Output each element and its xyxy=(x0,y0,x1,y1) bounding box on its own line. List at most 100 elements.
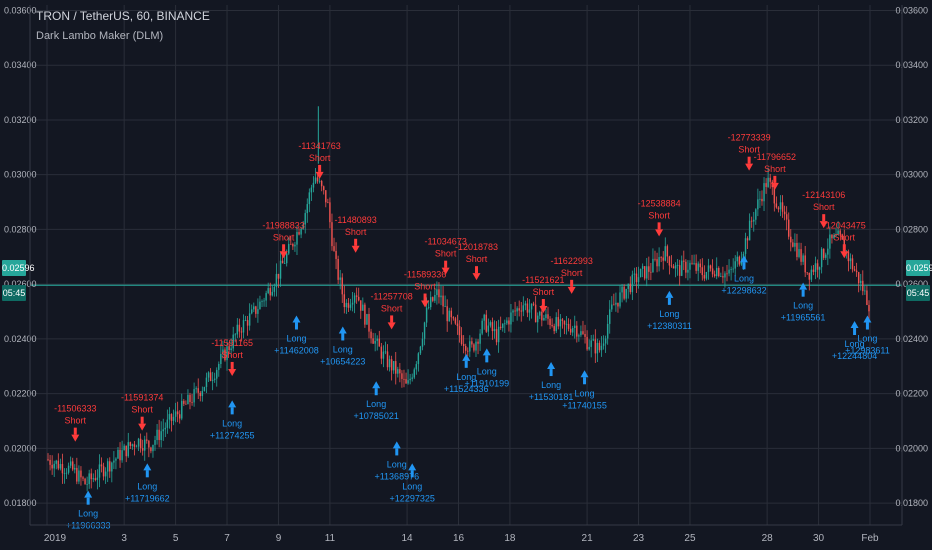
candle-body xyxy=(822,248,825,258)
y-tick-label-left: 0.01800 xyxy=(4,498,37,508)
long-label: Long xyxy=(541,380,561,390)
candle-body xyxy=(347,302,350,308)
short-label: Short xyxy=(648,210,670,220)
candle-body xyxy=(218,363,220,370)
candle-body xyxy=(685,261,687,273)
long-label: Long xyxy=(286,334,306,344)
long-label: Long xyxy=(477,366,497,376)
candle-body xyxy=(569,328,572,333)
y-tick-label-right: 0.03600 xyxy=(895,5,928,15)
candle-body xyxy=(273,286,276,292)
candle-body xyxy=(187,394,189,405)
candle-body xyxy=(121,450,123,461)
short-value-label: -11589336 xyxy=(404,270,446,280)
candle-body xyxy=(411,377,413,379)
long-arrow-head xyxy=(547,362,556,370)
short-label: Short xyxy=(813,202,835,212)
short-label: Short xyxy=(273,232,295,242)
candle-body xyxy=(775,203,778,208)
candle-body xyxy=(711,268,714,275)
candle-body xyxy=(84,478,86,485)
candle-body xyxy=(115,458,117,461)
candle-body xyxy=(849,258,852,262)
long-arrow-shaft xyxy=(549,369,553,377)
long-arrow-shaft xyxy=(801,289,805,297)
candle-body xyxy=(253,306,255,310)
candle-body xyxy=(748,220,751,241)
indicator-title[interactable]: Dark Lambo Maker (DLM) xyxy=(36,30,164,42)
candle-body xyxy=(376,338,378,341)
candle-body xyxy=(306,204,309,214)
candle-body xyxy=(835,234,837,236)
candle-body xyxy=(255,306,257,314)
candle-body xyxy=(576,325,578,337)
candle-body xyxy=(625,288,627,299)
candle-body xyxy=(193,389,195,403)
candle-body xyxy=(820,248,823,268)
short-value-label: -11521621 xyxy=(522,275,564,285)
y-tick-label-left: 0.03600 xyxy=(4,5,37,15)
candle-body xyxy=(409,378,411,381)
candle-body xyxy=(606,323,609,339)
candle-body xyxy=(312,182,315,188)
candle-body xyxy=(323,186,325,191)
short-arrow-head xyxy=(138,423,147,431)
candle-body xyxy=(629,283,632,293)
candle-body xyxy=(718,268,720,277)
candle-body xyxy=(341,277,343,295)
candle-body xyxy=(351,302,354,305)
candle-body xyxy=(487,325,490,332)
candle-body xyxy=(520,310,522,312)
candle-body xyxy=(806,272,808,274)
candle-body xyxy=(269,288,271,296)
candle-body xyxy=(565,323,568,325)
y-tick-label-right: 0.01800 xyxy=(895,498,928,508)
candle-body xyxy=(794,242,796,247)
short-value-label: -11591165 xyxy=(211,338,253,348)
long-value-label: +11740155 xyxy=(562,400,607,410)
candle-body xyxy=(228,346,230,351)
candle-body xyxy=(633,273,636,275)
long-arrow-head xyxy=(372,381,381,389)
candle-body xyxy=(693,263,695,264)
candle-body xyxy=(750,220,753,222)
short-value-label: -12773339 xyxy=(728,133,771,143)
candle-body xyxy=(532,303,535,305)
candle-body xyxy=(285,253,288,264)
candle-body xyxy=(267,288,269,294)
long-value-label: +12297325 xyxy=(390,493,435,503)
short-label: Short xyxy=(738,145,760,155)
candle-body xyxy=(627,283,629,289)
candle-body xyxy=(294,244,296,247)
long-label: Long xyxy=(734,273,754,283)
candle-body xyxy=(600,345,603,351)
candle-body xyxy=(370,331,372,339)
long-value-label: +11910199 xyxy=(464,378,509,388)
candle-body xyxy=(395,361,397,374)
short-value-label: -11988833 xyxy=(262,220,304,230)
short-label: Short xyxy=(345,227,367,237)
candle-body xyxy=(594,339,597,354)
axes: 0.01800 0.01800 0.02000 0.02000 0.02200 0.022… xyxy=(4,5,928,544)
symbol-title[interactable]: TRON / TetherUS, 60, BINANCE xyxy=(36,9,210,23)
candle-body xyxy=(176,411,179,415)
candle-body xyxy=(205,377,208,387)
candle-body xyxy=(726,273,728,275)
short-arrow-head xyxy=(71,434,80,442)
long-value-label: +12298632 xyxy=(721,285,766,295)
short-label: Short xyxy=(561,268,583,278)
candle-body xyxy=(547,314,549,319)
candle-body xyxy=(211,379,214,381)
candle-body xyxy=(670,265,673,267)
candle-body xyxy=(119,449,121,461)
candle-body xyxy=(553,326,555,332)
candle-body xyxy=(401,373,403,379)
y-tick-label-left: 0.03200 xyxy=(4,115,37,125)
candle-body xyxy=(701,267,704,276)
price-tag-left: 0.02596 xyxy=(2,260,35,276)
candle-body xyxy=(222,349,224,354)
x-tick-label: 7 xyxy=(224,533,230,544)
x-tick-label: 30 xyxy=(813,533,825,544)
